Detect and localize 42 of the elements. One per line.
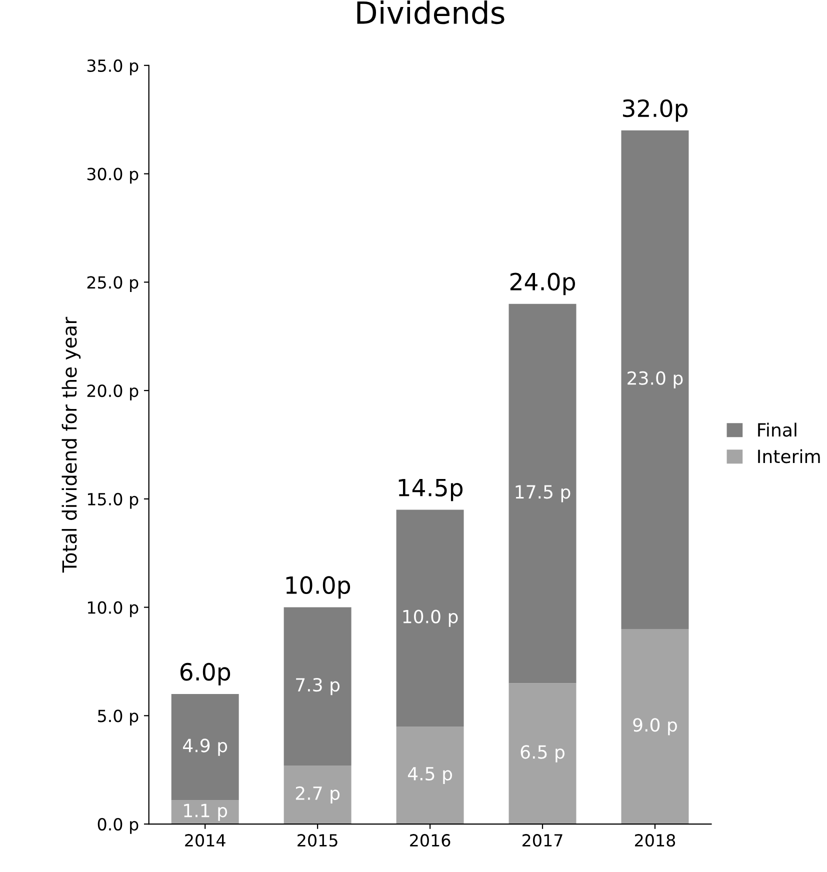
data-label: 2.7 p (296, 786, 340, 804)
bar (171, 694, 239, 800)
bar (171, 800, 239, 824)
bar (284, 607, 352, 766)
total-label: 6.0p (180, 662, 230, 686)
y-tick-label: 35.0 p (87, 59, 138, 76)
data-label: 4.9 p (183, 738, 228, 756)
x-tick-label: 2016 (410, 834, 450, 847)
data-label: 7.3 p (296, 678, 340, 696)
total-label: 32.0p (623, 99, 688, 122)
bar (396, 726, 464, 824)
legend-label: Interim (758, 449, 820, 464)
y-tick-label: 30.0 p (87, 168, 138, 184)
bar (508, 304, 576, 684)
data-label: 10.0 p (403, 610, 458, 627)
total-label: 10.0p (286, 576, 350, 599)
x-tick-label: 2015 (298, 834, 338, 847)
data-label: 23.0 p (628, 371, 683, 388)
bar (396, 510, 464, 726)
y-axis-title: Total dividend for the year (62, 316, 81, 573)
data-label: 4.5 p (408, 767, 452, 784)
y-tick-label: 25.0 p (87, 276, 138, 292)
bar (621, 628, 689, 824)
legend-label: Final (758, 422, 796, 437)
data-label: 6.5 p (520, 745, 564, 762)
x-tick-label: 2017 (522, 834, 562, 847)
y-tick-label: 15.0 p (88, 492, 138, 509)
bar (284, 766, 352, 824)
bar (508, 683, 576, 824)
chart-title: Dividends (357, 0, 504, 24)
y-tick-label: 5.0 p (98, 710, 138, 726)
x-tick-label: 2014 (185, 834, 226, 847)
y-tick-label: 10.0 p (88, 601, 138, 618)
x-tick-label: 2018 (634, 834, 676, 847)
y-tick-label: 20.0 p (87, 384, 138, 400)
total-label: 14.5p (398, 478, 463, 502)
data-label: 1.1 p (184, 804, 228, 821)
bar (621, 130, 689, 629)
data-label: 9.0 p (633, 718, 677, 736)
data-label: 17.5 p (516, 485, 570, 502)
total-label: 24.0p (510, 272, 575, 296)
y-tick-label: 0.0 p (98, 818, 138, 834)
